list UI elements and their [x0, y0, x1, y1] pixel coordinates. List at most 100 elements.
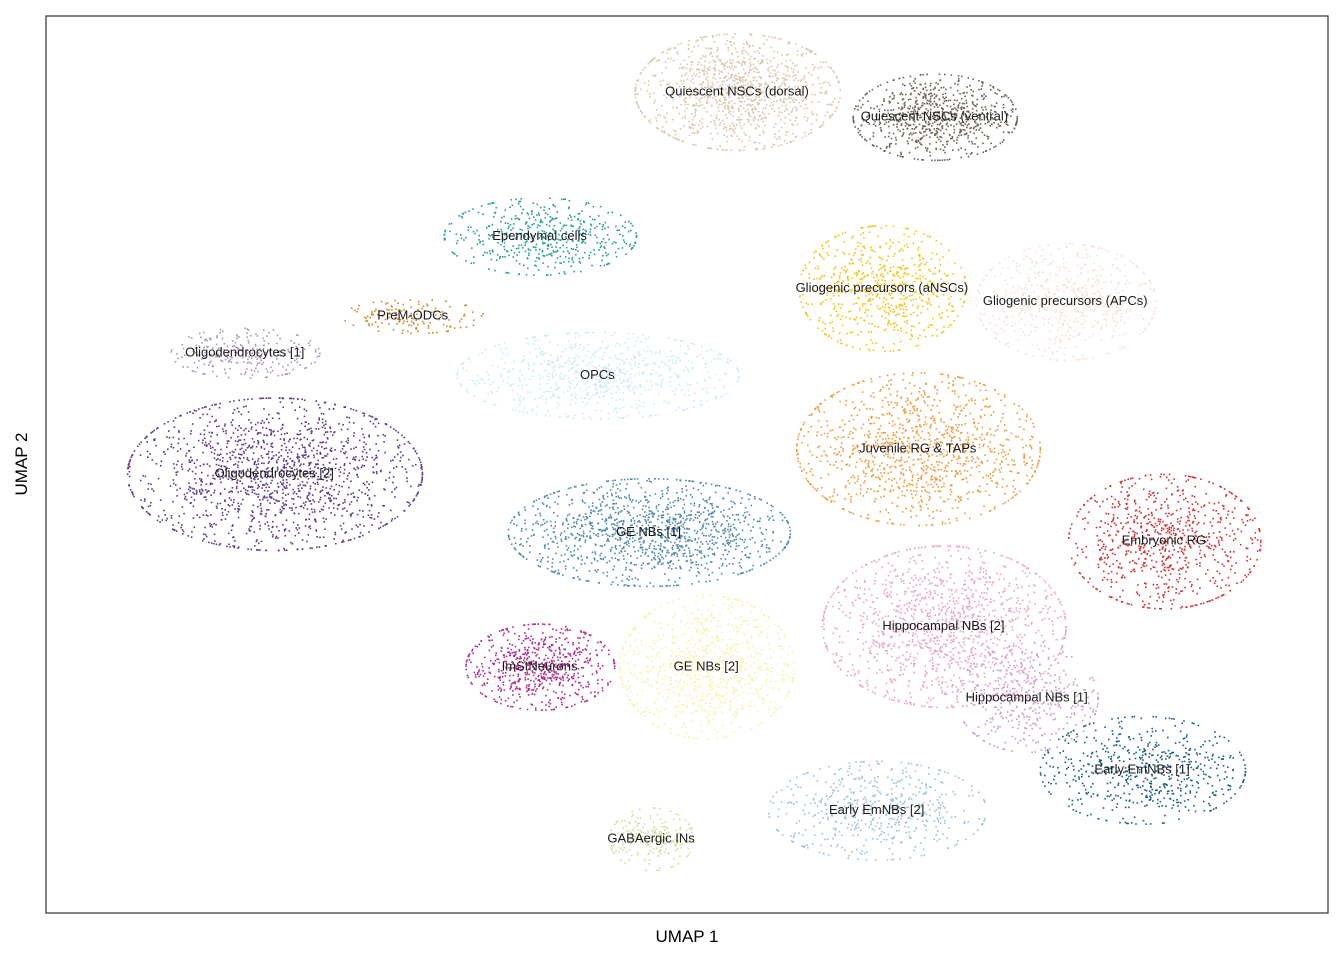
data-point	[781, 77, 783, 80]
data-point	[778, 129, 780, 132]
data-point	[1125, 282, 1127, 285]
data-point	[883, 150, 885, 152]
data-point	[739, 121, 741, 124]
data-point	[844, 266, 846, 268]
data-point	[578, 356, 580, 358]
data-point	[942, 93, 944, 96]
data-point	[297, 490, 300, 493]
data-point	[946, 122, 948, 124]
data-point	[867, 100, 869, 102]
data-point	[760, 62, 763, 64]
data-point	[513, 360, 515, 363]
data-point	[188, 459, 191, 461]
data-point	[456, 239, 459, 242]
data-point	[516, 217, 518, 220]
data-point	[262, 348, 265, 350]
data-point	[693, 124, 696, 126]
data-point	[782, 101, 785, 104]
data-point	[527, 254, 530, 257]
data-point	[824, 327, 826, 330]
data-point	[900, 124, 903, 126]
data-point	[684, 117, 686, 119]
data-point	[554, 373, 557, 376]
data-point	[600, 370, 602, 373]
data-point	[931, 131, 934, 134]
data-point	[885, 291, 887, 293]
data-point	[1047, 288, 1050, 291]
data-point	[1119, 347, 1121, 350]
data-point	[213, 452, 216, 455]
data-point	[350, 501, 353, 503]
data-point	[490, 258, 493, 261]
data-point	[354, 309, 356, 312]
data-point	[546, 213, 549, 216]
data-point	[1126, 296, 1128, 299]
data-point	[947, 99, 950, 102]
data-point	[711, 86, 714, 88]
data-point	[585, 230, 587, 233]
data-point	[1098, 281, 1100, 283]
data-point	[982, 109, 984, 111]
data-point	[667, 133, 670, 136]
data-point	[929, 143, 931, 145]
data-point	[447, 330, 449, 332]
data-point	[456, 255, 458, 257]
data-point	[723, 33, 725, 36]
data-point	[541, 350, 544, 353]
data-point	[514, 217, 517, 220]
data-point	[870, 315, 873, 317]
data-point	[588, 373, 590, 375]
data-point	[594, 350, 597, 352]
data-point	[946, 140, 948, 143]
data-point	[204, 338, 207, 340]
data-point	[1059, 346, 1061, 349]
data-point	[535, 243, 538, 246]
data-point	[892, 322, 895, 325]
data-point	[747, 98, 749, 100]
data-point	[964, 133, 967, 135]
data-point	[570, 368, 572, 370]
data-point	[908, 125, 910, 127]
data-point	[925, 89, 928, 92]
data-point	[915, 96, 917, 99]
data-point	[564, 256, 567, 258]
data-point	[1020, 317, 1023, 320]
data-point	[519, 380, 521, 382]
data-point	[1023, 305, 1025, 308]
data-point	[962, 124, 965, 127]
data-point	[1093, 293, 1096, 296]
data-point	[606, 374, 609, 377]
data-point	[584, 242, 587, 244]
data-point	[559, 255, 562, 258]
data-point	[757, 119, 760, 121]
data-point	[806, 84, 808, 87]
data-point	[661, 378, 664, 381]
data-point	[893, 114, 896, 116]
data-point	[515, 198, 517, 201]
data-point	[872, 349, 875, 351]
data-point	[922, 287, 925, 289]
data-point	[1083, 358, 1086, 360]
data-point	[728, 101, 731, 103]
data-point	[857, 127, 859, 130]
data-point	[777, 86, 780, 88]
data-point	[840, 290, 842, 292]
data-point	[829, 84, 831, 86]
data-point	[1055, 317, 1057, 319]
data-point	[380, 469, 382, 472]
data-point	[593, 253, 596, 256]
data-point	[886, 272, 889, 274]
data-point	[224, 358, 227, 361]
data-point	[1028, 277, 1030, 279]
data-point	[620, 382, 622, 384]
data-point	[998, 340, 1001, 342]
data-point	[1080, 297, 1082, 300]
data-point	[1028, 280, 1030, 283]
data-point	[518, 251, 521, 254]
data-point	[818, 319, 820, 322]
data-point	[485, 400, 487, 403]
data-point	[922, 112, 924, 115]
data-point	[1043, 258, 1046, 260]
data-point	[919, 275, 921, 277]
data-point	[741, 50, 743, 53]
